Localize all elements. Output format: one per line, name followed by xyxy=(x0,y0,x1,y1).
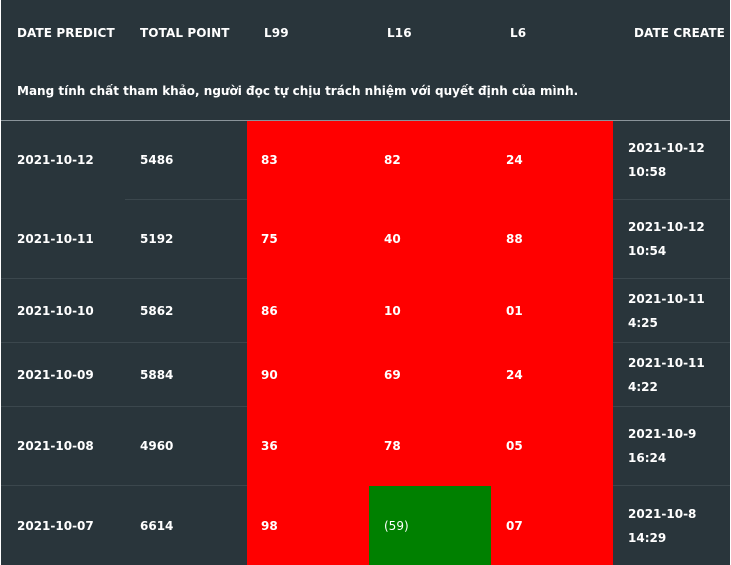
cell-date-predict: 2021-10-12 xyxy=(17,153,94,167)
table-row: 2021-10-10 5862 86 10 01 2021-10-11 4:25 xyxy=(1,279,730,342)
cell-date-predict: 2021-10-07 xyxy=(17,518,94,533)
cell-l6: 07 xyxy=(506,518,523,533)
cell-l99: 36 xyxy=(261,439,278,453)
cell-total-point: 5486 xyxy=(140,153,174,167)
header-l6[interactable]: L6 xyxy=(510,26,527,40)
cell-total-point: 6614 xyxy=(140,518,174,533)
cell-date-create: 2021-10-12 10:58 xyxy=(628,141,705,179)
cell-l99: 98 xyxy=(261,518,278,533)
table-header: DATE PREDICT TOTAL POINT L99 L16 L6 DATE… xyxy=(1,0,730,65)
cell-l99: 83 xyxy=(261,153,278,167)
cell-l6: 88 xyxy=(506,232,523,246)
cell-l16: 10 xyxy=(384,303,401,318)
disclaimer-note: Mang tính chất tham khảo, người đọc tự c… xyxy=(17,84,579,98)
cell-date-create: 2021-10-11 4:25 xyxy=(628,291,705,330)
result-highlight-green xyxy=(369,486,491,565)
header-l16[interactable]: L16 xyxy=(387,26,412,40)
row-divider xyxy=(1,278,247,279)
header-l99[interactable]: L99 xyxy=(264,26,289,40)
cell-l16: 78 xyxy=(384,439,401,453)
cell-l16: (59) xyxy=(384,518,409,533)
cell-total-point: 5884 xyxy=(140,367,174,382)
cell-l6: 24 xyxy=(506,367,523,382)
cell-date-predict: 2021-10-11 xyxy=(17,232,94,246)
cell-l6: 01 xyxy=(506,303,523,318)
cell-l99: 90 xyxy=(261,367,278,382)
cell-date-predict: 2021-10-08 xyxy=(17,439,94,453)
cell-l99: 86 xyxy=(261,303,278,318)
cell-date-predict: 2021-10-10 xyxy=(17,303,94,318)
cell-date-create: 2021-10-8 14:29 xyxy=(628,506,697,545)
header-date-create[interactable]: DATE CREATE xyxy=(634,26,725,40)
cell-date-predict: 2021-10-09 xyxy=(17,367,94,382)
cell-date-create: 2021-10-11 4:22 xyxy=(628,355,705,394)
row-divider xyxy=(125,199,247,200)
header-date-predict[interactable]: DATE PREDICT xyxy=(17,26,115,40)
row-divider xyxy=(1,406,247,407)
cell-l6: 05 xyxy=(506,439,523,453)
header-total-point[interactable]: TOTAL POINT xyxy=(140,26,230,40)
table-row: 2021-10-07 6614 98 (59) 07 2021-10-8 14:… xyxy=(1,486,730,565)
table-row: 2021-10-11 5192 75 40 88 2021-10-12 10:5… xyxy=(1,200,730,278)
cell-date-create: 2021-10-12 10:54 xyxy=(628,220,705,258)
row-divider xyxy=(613,278,730,279)
cell-date-create: 2021-10-9 16:24 xyxy=(628,427,697,465)
table-row: 2021-10-09 5884 90 69 24 2021-10-11 4:22 xyxy=(1,343,730,406)
cell-total-point: 4960 xyxy=(140,439,174,453)
cell-total-point: 5192 xyxy=(140,232,174,246)
row-divider xyxy=(613,199,730,200)
row-divider xyxy=(613,342,730,343)
row-divider xyxy=(1,485,247,486)
cell-l16: 69 xyxy=(384,367,401,382)
header-divider xyxy=(1,120,730,121)
cell-l16: 82 xyxy=(384,153,401,167)
cell-l16: 40 xyxy=(384,232,401,246)
row-divider xyxy=(613,485,730,486)
row-divider xyxy=(613,406,730,407)
table-row: 2021-10-12 5486 83 82 24 2021-10-12 10:5… xyxy=(1,121,730,199)
table-row: 2021-10-08 4960 36 78 05 2021-10-9 16:24 xyxy=(1,407,730,485)
row-divider xyxy=(1,342,247,343)
cell-l6: 24 xyxy=(506,153,523,167)
cell-total-point: 5862 xyxy=(140,303,174,318)
cell-l99: 75 xyxy=(261,232,278,246)
